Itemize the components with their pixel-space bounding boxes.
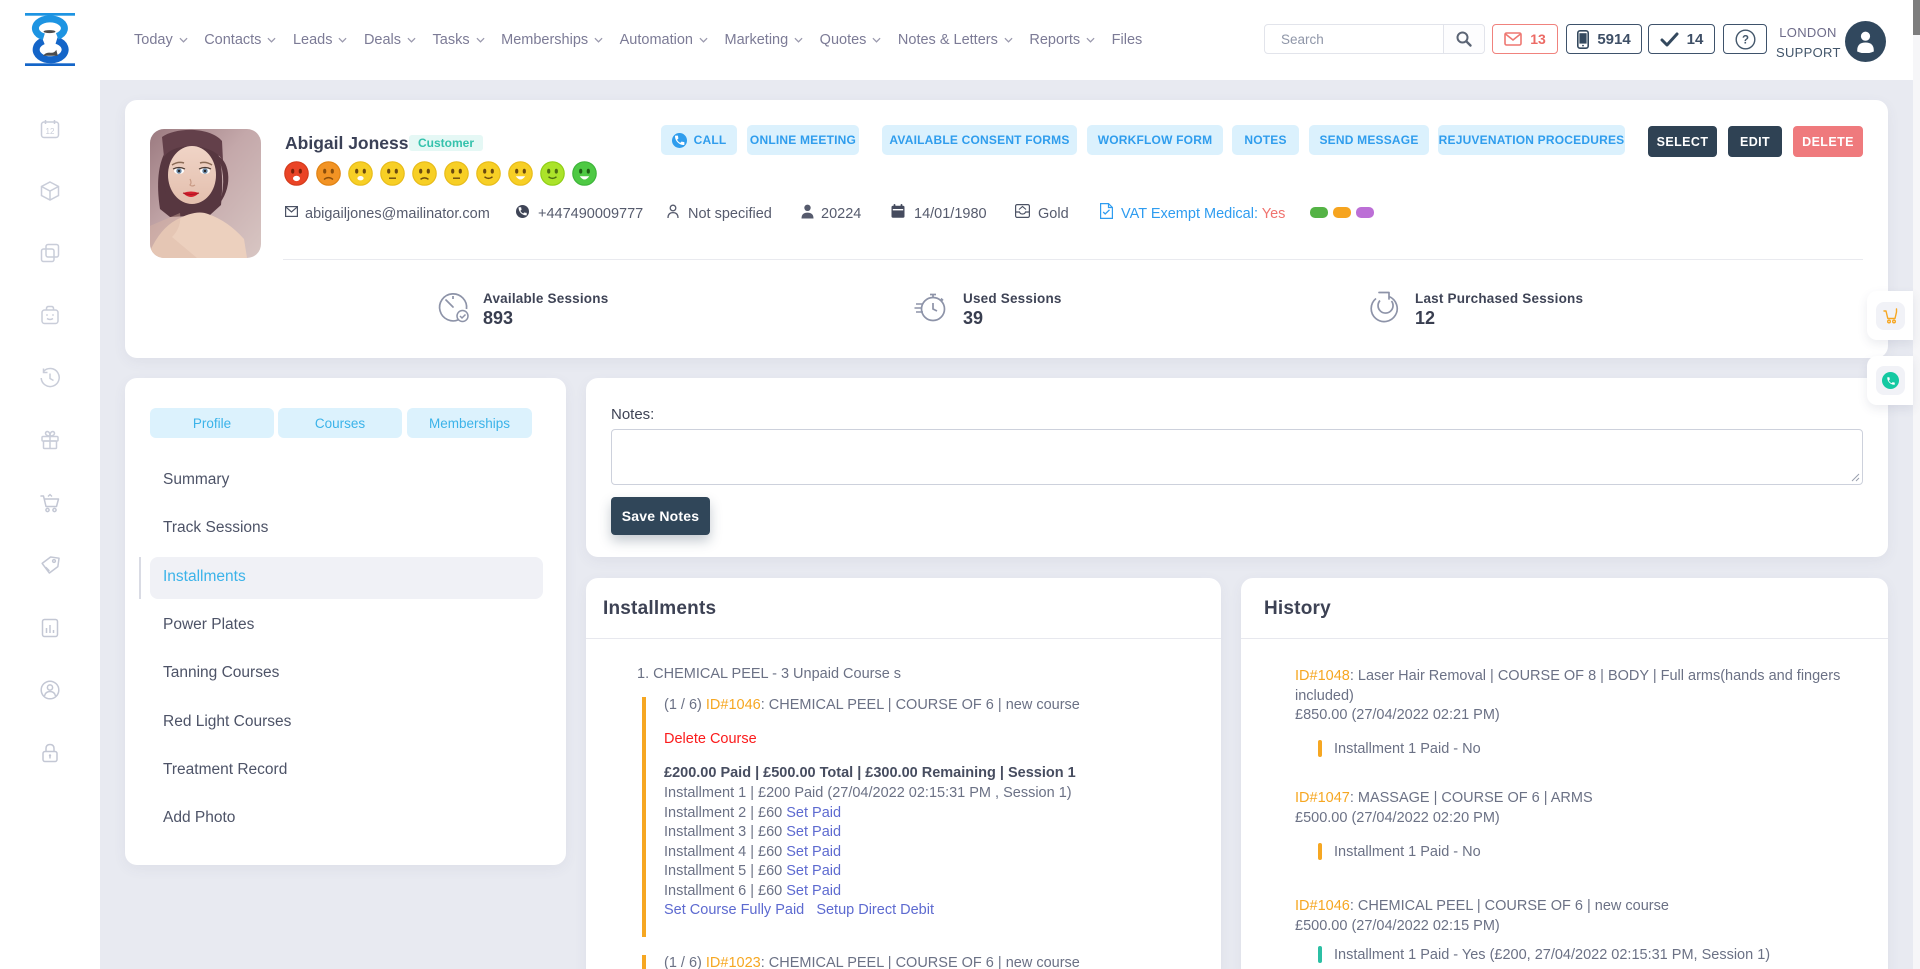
svg-text:12: 12 (46, 127, 55, 136)
svg-text:?: ? (1741, 34, 1748, 46)
